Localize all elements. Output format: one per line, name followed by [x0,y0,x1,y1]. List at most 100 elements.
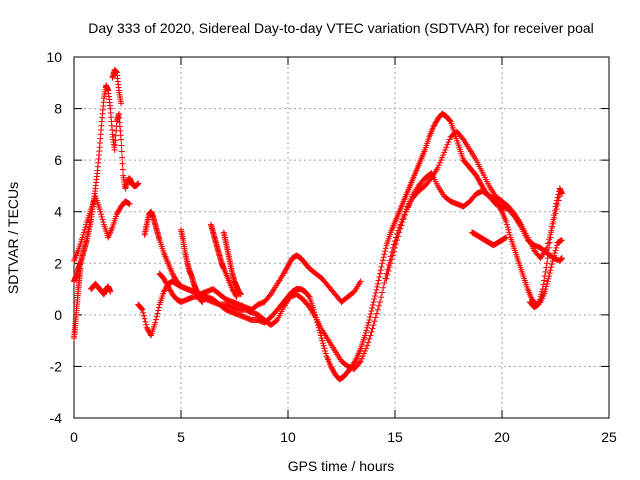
data-point [100,219,107,226]
data-point [441,149,448,156]
data-point [366,335,373,342]
data-point [233,293,240,300]
data-point [358,355,365,362]
data-point [547,267,554,274]
data-point [329,367,336,374]
x-tick-label: 15 [387,429,403,445]
data-point [119,154,126,161]
data-point [546,239,553,246]
data-point [390,241,397,248]
data-point [115,208,122,215]
series-track-14 [526,185,565,311]
data-point [147,331,154,338]
data-point [161,287,168,294]
data-point [474,173,481,180]
data-point [160,275,167,282]
data-point [558,255,565,262]
data-point [82,224,89,231]
y-tick-label: 4 [54,204,62,220]
data-point [364,342,371,349]
x-tick-label: 0 [70,429,78,445]
data-point [397,221,404,228]
data-point [384,271,391,278]
data-point [548,261,555,268]
data-point [503,234,510,241]
data-point [373,286,380,293]
data-point [503,219,510,226]
data-point [443,144,450,151]
data-point [442,146,449,153]
data-point [283,265,290,272]
data-point [374,283,381,290]
data-point [548,229,555,236]
data-point [367,314,374,321]
data-point [363,345,370,352]
data-point [374,306,381,313]
data-point [431,121,438,128]
data-point [476,177,483,184]
data-point [367,332,374,339]
data-point [357,278,364,285]
data-point [77,265,84,272]
data-point [140,309,147,316]
series-track-3 [71,265,84,342]
data-point [145,327,152,334]
data-point [118,136,125,143]
data-point [99,216,106,223]
data-point [479,182,486,189]
data-point [476,179,483,186]
series-track-2 [71,193,133,264]
data-point [119,160,126,167]
data-point [394,231,401,238]
data-point [287,258,294,265]
data-point [440,151,447,158]
data-point [546,244,553,251]
data-point [384,266,391,273]
data-point [138,305,145,312]
data-point [383,270,390,277]
data-point [167,287,174,294]
data-point [503,221,510,228]
data-point [155,304,162,311]
data-points [71,66,565,383]
y-tick-label: 2 [54,255,62,271]
data-point [538,288,545,295]
data-point [171,274,178,281]
data-point [155,307,162,314]
data-point [536,296,543,303]
data-point [285,261,292,268]
data-point [281,269,288,276]
data-point [273,317,280,324]
data-point [372,292,379,299]
data-point [387,253,394,260]
data-point [232,292,239,299]
data-point [475,176,482,183]
data-point [543,280,550,287]
data-point [368,329,375,336]
data-point [396,224,403,231]
tick-labels: 0 5 10 15 20 25 -4 -2 0 2 4 6 8 10 [46,49,617,445]
chart-title: Day 333 of 2020, Sidereal Day-to-day VTE… [88,20,594,36]
data-point [505,226,512,233]
data-point [369,325,376,332]
data-point [364,322,371,329]
data-point [374,280,381,287]
data-point [541,273,548,280]
series-track-13 [469,229,510,249]
data-point [435,162,442,169]
data-point [282,268,289,275]
data-point [116,206,123,213]
data-point [370,322,377,329]
data-point [160,288,167,295]
data-point [380,284,387,291]
series-track-6 [141,208,364,313]
data-point [543,260,550,267]
data-point [360,350,367,357]
data-point [362,347,369,354]
data-point [142,318,149,325]
data-point [168,288,175,295]
data-point [371,318,378,325]
data-point [287,257,294,264]
data-point [163,279,170,286]
data-point [392,237,398,244]
